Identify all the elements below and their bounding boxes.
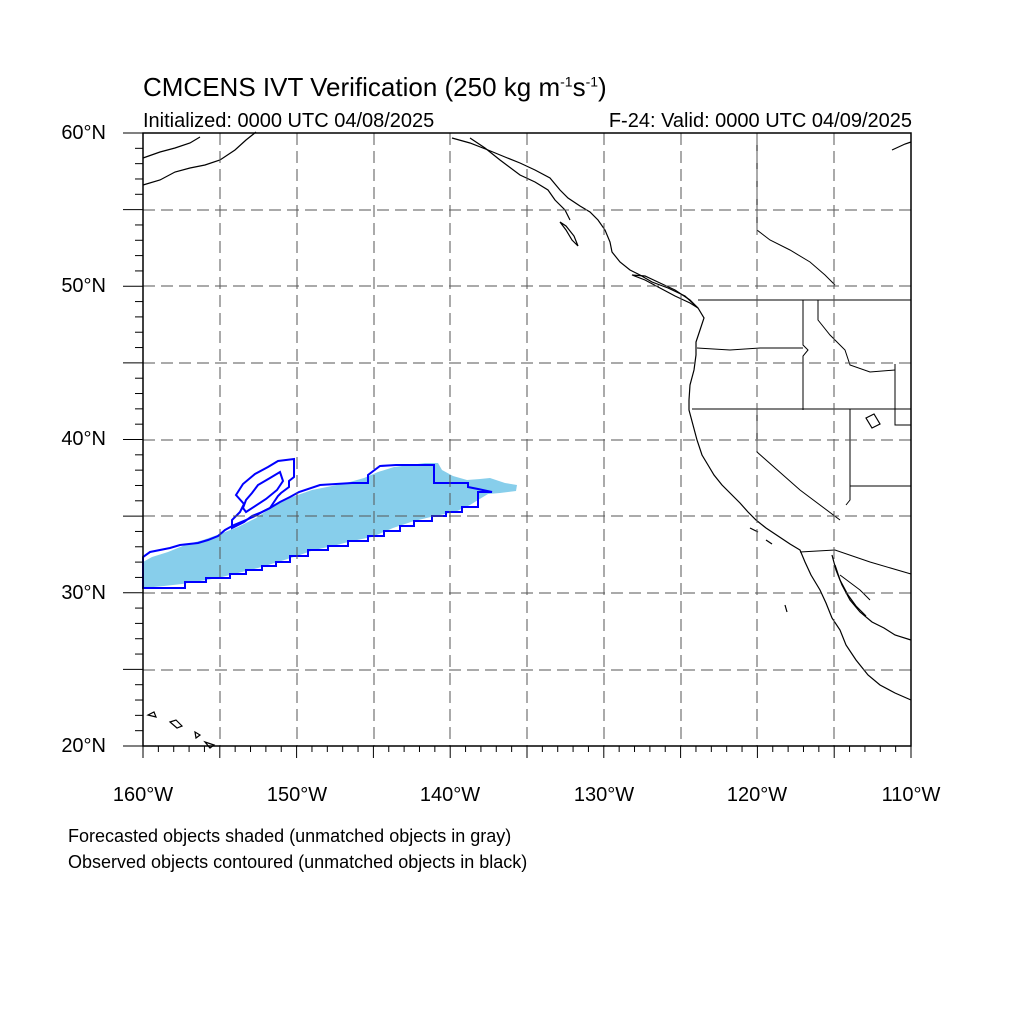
lon-label-150w: 150°W bbox=[266, 784, 328, 806]
init-time: Initialized: 0000 UTC 04/08/2025 bbox=[143, 110, 435, 132]
political-borders bbox=[692, 140, 912, 601]
legend-forecast-note: Forecasted objects shaded (unmatched obj… bbox=[68, 826, 512, 846]
lon-label-140w: 140°W bbox=[419, 784, 481, 806]
lon-label-110w: 110°W bbox=[881, 784, 941, 806]
legend-observed-note: Observed objects contoured (unmatched ob… bbox=[68, 852, 528, 872]
lat-label-60: 60°N bbox=[61, 122, 106, 144]
lat-label-40: 40°N bbox=[61, 428, 106, 450]
observed-object-contour-north bbox=[231, 457, 295, 530]
valid-time: F-24: Valid: 0000 UTC 04/09/2025 bbox=[608, 110, 912, 132]
lon-label-130w: 130°W bbox=[573, 784, 635, 806]
lat-label-30: 30°N bbox=[61, 582, 106, 604]
axis-ticks bbox=[123, 132, 912, 758]
lat-label-20: 20°N bbox=[61, 735, 106, 757]
lon-label-120w: 120°W bbox=[726, 784, 788, 806]
lon-label-160w: 160°W bbox=[112, 784, 174, 806]
map-title: CMCENS IVT Verification (250 kg m-1s-1) bbox=[143, 72, 607, 102]
coastlines bbox=[142, 131, 912, 749]
lat-lon-grid bbox=[143, 133, 911, 746]
lat-label-50: 50°N bbox=[61, 275, 106, 297]
forecast-object-shading bbox=[143, 463, 517, 588]
